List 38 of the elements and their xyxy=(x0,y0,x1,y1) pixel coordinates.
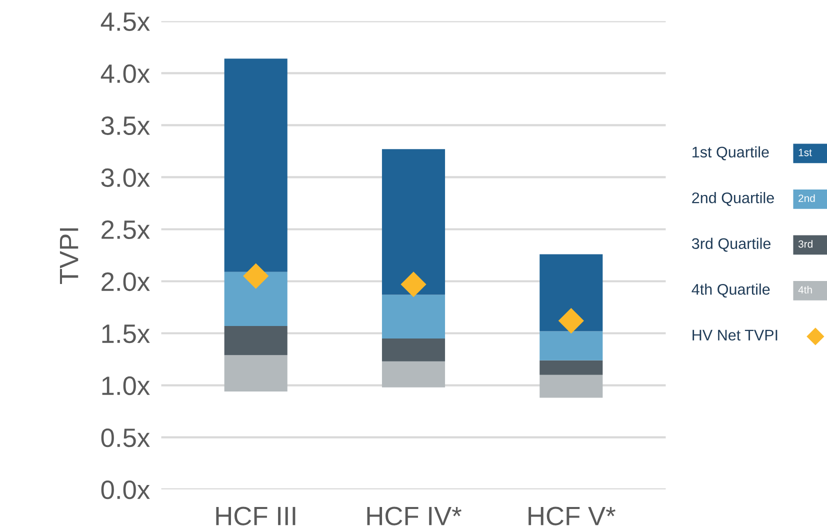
point xyxy=(243,263,269,289)
bar xyxy=(382,338,446,362)
legend-label: 1st Quartile xyxy=(692,146,769,160)
x-tick-label: HCF V* xyxy=(528,506,616,526)
point xyxy=(400,272,426,298)
y-tick-label: 3.5x xyxy=(101,116,150,136)
y-tick-label: 3.0x xyxy=(101,168,150,188)
y-tick-label: 1.0x xyxy=(102,376,150,396)
y-tick-label: 2.5x xyxy=(102,220,150,240)
bar xyxy=(382,294,446,338)
y-tick-label: 2.0x xyxy=(102,272,150,292)
bar xyxy=(224,58,288,272)
bar xyxy=(224,355,288,392)
bar xyxy=(382,361,446,388)
y-tick-label: 1.5x xyxy=(102,324,150,344)
y-tick-label: 0.0x xyxy=(101,480,150,500)
bar xyxy=(224,272,288,326)
text: 1st xyxy=(798,148,812,156)
point xyxy=(558,308,584,334)
legend-label: 3rd Quartile xyxy=(692,238,771,252)
y-tick-label: 0.5x xyxy=(101,428,150,448)
x-tick-label: HCF IV* xyxy=(367,506,462,526)
legend-label: HV Net TVPI xyxy=(692,330,778,341)
x-tick-label: HCF III xyxy=(216,506,296,526)
y-tick-label: 4.0x xyxy=(100,64,150,83)
legend-label: 4th Quartile xyxy=(692,284,770,298)
bar xyxy=(382,149,446,295)
bar xyxy=(540,374,603,398)
text: 3rd xyxy=(798,240,812,248)
text: 2nd xyxy=(798,194,815,202)
y-tick-label: 4.5x xyxy=(100,12,150,31)
bar xyxy=(540,331,603,360)
bar xyxy=(224,326,288,356)
text: 4th xyxy=(798,286,812,294)
bar xyxy=(540,254,603,332)
y-axis-title: TVPI xyxy=(60,228,78,284)
bar xyxy=(540,360,603,375)
legend-label: 2nd Quartile xyxy=(692,192,774,206)
